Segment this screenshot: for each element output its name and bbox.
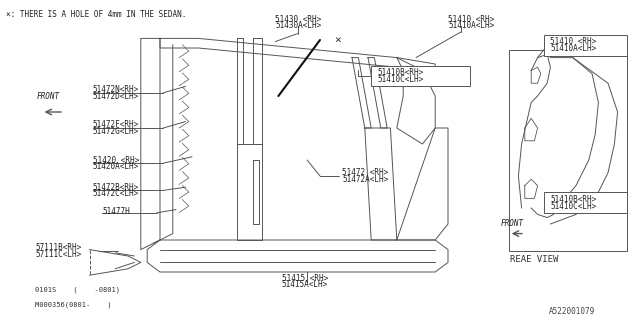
- FancyBboxPatch shape: [509, 50, 627, 251]
- Text: 51420A<LH>: 51420A<LH>: [93, 162, 139, 171]
- Text: ×: ×: [335, 35, 341, 45]
- Text: 51472G<LH>: 51472G<LH>: [93, 127, 139, 136]
- Text: 51420 <RH>: 51420 <RH>: [93, 156, 139, 164]
- Text: 51477H: 51477H: [102, 207, 130, 216]
- Text: 57111B<RH>: 57111B<RH>: [35, 244, 81, 252]
- Text: 51410 <RH>: 51410 <RH>: [550, 37, 596, 46]
- Text: REAE VIEW: REAE VIEW: [510, 255, 559, 264]
- Text: 51472C<LH>: 51472C<LH>: [93, 189, 139, 198]
- Text: 51430A<LH>: 51430A<LH>: [275, 21, 321, 30]
- Text: 51472A<LH>: 51472A<LH>: [342, 175, 388, 184]
- Text: 51410A<LH>: 51410A<LH>: [550, 44, 596, 53]
- Text: FRONT: FRONT: [500, 220, 524, 228]
- Text: 0101S    (    -0801): 0101S ( -0801): [35, 286, 120, 293]
- Text: 51472B<RH>: 51472B<RH>: [93, 183, 139, 192]
- Text: 51415 <RH>: 51415 <RH>: [282, 274, 328, 283]
- Text: 51410C<LH>: 51410C<LH>: [378, 75, 424, 84]
- Text: 51410C<LH>: 51410C<LH>: [550, 202, 596, 211]
- FancyBboxPatch shape: [544, 35, 627, 56]
- Text: ×: THERE IS A HOLE OF 4mm IN THE SEDAN.: ×: THERE IS A HOLE OF 4mm IN THE SEDAN.: [6, 10, 187, 19]
- Text: 51472 <RH>: 51472 <RH>: [342, 168, 388, 177]
- Text: 51472N<RH>: 51472N<RH>: [93, 85, 139, 94]
- Text: 51410B<RH>: 51410B<RH>: [378, 68, 424, 77]
- Text: 51430 <RH>: 51430 <RH>: [275, 15, 321, 24]
- Text: M000356(0801-    ): M000356(0801- ): [35, 302, 112, 308]
- Text: 57111C<LH>: 57111C<LH>: [35, 250, 81, 259]
- Text: 51415A<LH>: 51415A<LH>: [282, 280, 328, 289]
- Text: 51410B<RH>: 51410B<RH>: [550, 195, 596, 204]
- Text: FRONT: FRONT: [36, 92, 60, 100]
- FancyBboxPatch shape: [371, 66, 470, 86]
- Text: 51410 <RH>: 51410 <RH>: [448, 15, 494, 24]
- Text: 51472F<RH>: 51472F<RH>: [93, 120, 139, 129]
- Text: 51410A<LH>: 51410A<LH>: [448, 21, 494, 30]
- Text: A522001079: A522001079: [549, 308, 595, 316]
- FancyBboxPatch shape: [544, 192, 627, 213]
- Text: 51472D<LH>: 51472D<LH>: [93, 92, 139, 100]
